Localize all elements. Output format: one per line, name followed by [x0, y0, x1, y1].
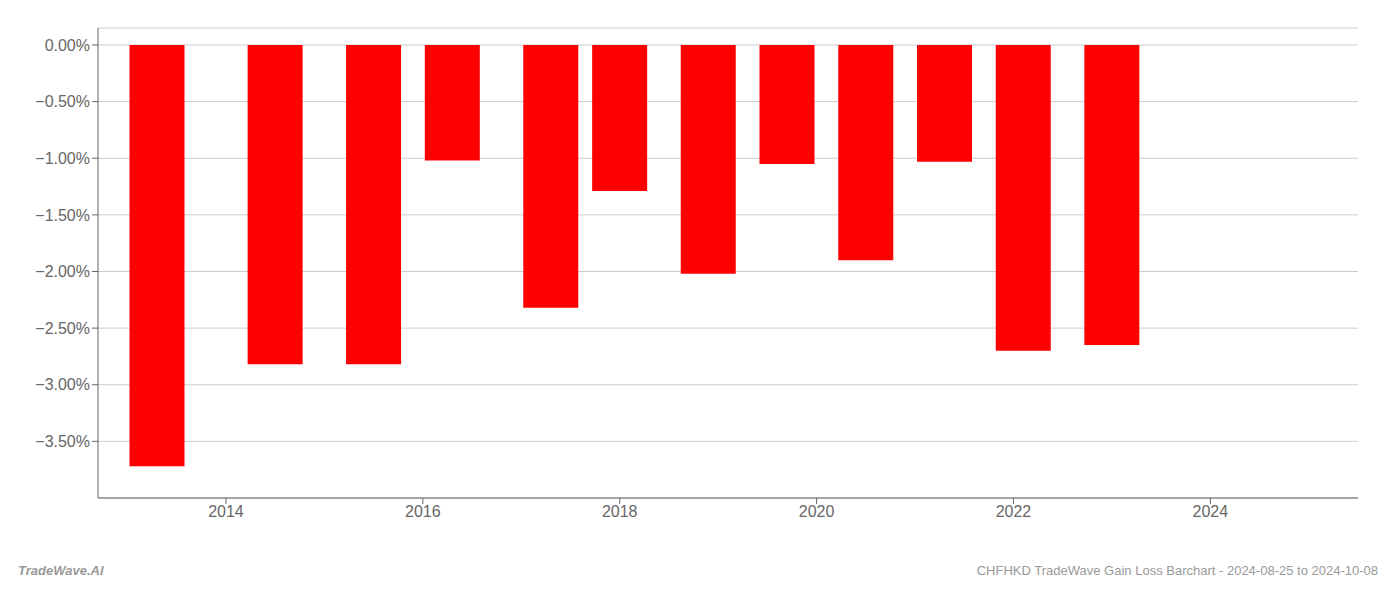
svg-text:−3.00%: −3.00% [35, 376, 90, 393]
svg-text:−1.00%: −1.00% [35, 150, 90, 167]
svg-text:−2.00%: −2.00% [35, 263, 90, 280]
svg-text:2016: 2016 [405, 503, 441, 520]
html-text:TradeWave.AI: TradeWave.AI [18, 563, 104, 578]
svg-text:0.00%: 0.00% [45, 37, 90, 54]
svg-text:2020: 2020 [799, 503, 835, 520]
svg-text:2024: 2024 [1193, 503, 1229, 520]
svg-text:2014: 2014 [208, 503, 244, 520]
svg-text:2022: 2022 [996, 503, 1032, 520]
svg-text:2018: 2018 [602, 503, 638, 520]
svg-text:−3.50%: −3.50% [35, 433, 90, 450]
svg-text:−1.50%: −1.50% [35, 207, 90, 224]
svg-text:−2.50%: −2.50% [35, 320, 90, 337]
html-text:CHFHKD TradeWave Gain Loss Bar: CHFHKD TradeWave Gain Loss Barchart - 20… [976, 563, 1378, 578]
svg-text:−0.50%: −0.50% [35, 93, 90, 110]
